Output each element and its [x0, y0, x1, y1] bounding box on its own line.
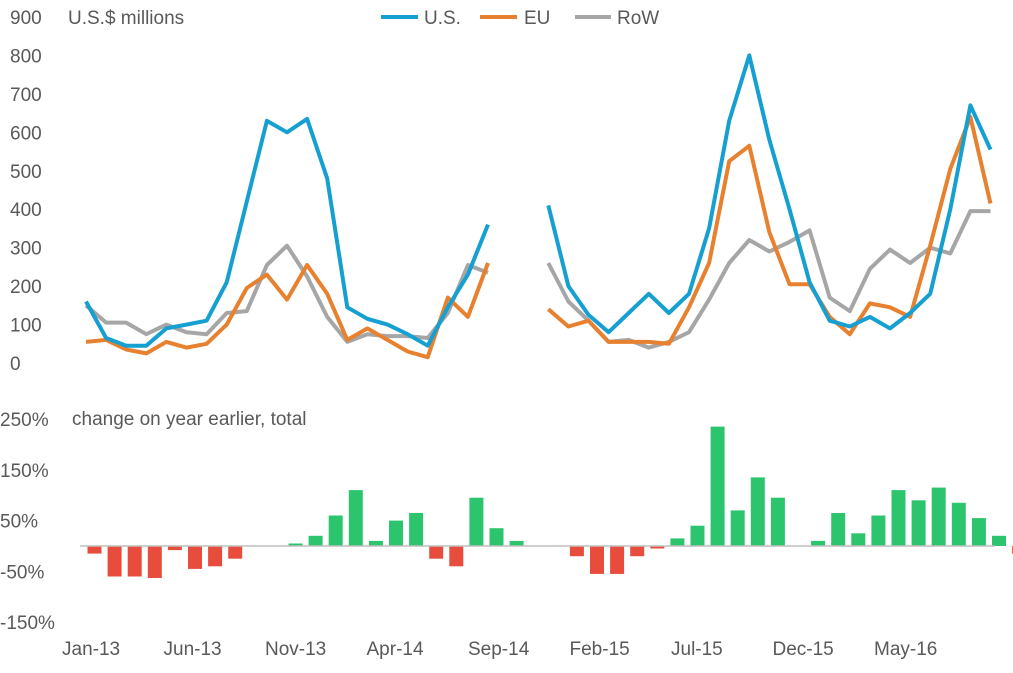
- bar: [590, 546, 604, 574]
- bar: [147, 546, 162, 578]
- top-y-tick-label: 200: [10, 277, 42, 298]
- bar: [690, 525, 705, 546]
- bar: [710, 426, 725, 546]
- bar: [107, 546, 122, 577]
- legend-label-eu: EU: [524, 8, 550, 29]
- legend-label-row: RoW: [617, 8, 659, 29]
- bar: [308, 535, 323, 546]
- bar: [971, 518, 986, 546]
- bar: [670, 538, 685, 546]
- x-tick-label: May-16: [874, 639, 937, 660]
- bar: [429, 546, 444, 559]
- top-y-tick-label: 400: [10, 200, 42, 221]
- bar: [469, 497, 484, 546]
- x-tick-label: Sep-14: [468, 639, 530, 660]
- bar: [750, 477, 765, 546]
- x-tick-label: Nov-13: [265, 639, 326, 660]
- bar: [610, 546, 625, 574]
- bar: [449, 546, 464, 567]
- bottom-y-tick-label: 150%: [0, 461, 49, 482]
- bar: [409, 513, 424, 546]
- bottom-y-tick-label: -50%: [0, 562, 44, 583]
- bar: [851, 533, 866, 546]
- x-axis: Jan-13 Jun-13 Nov-13 Apr-14 Sep-14 Feb-15 Jul-…: [62, 639, 937, 660]
- series-line-us: [84, 53, 993, 348]
- bottom-chart-title: change on year earlier, total: [72, 409, 307, 430]
- top-y-axis: 0 100 200 300 400 500 600 700 800 900: [10, 8, 42, 375]
- top-lines: [84, 53, 993, 360]
- bar: [951, 502, 966, 546]
- top-chart-title: U.S.$ millions: [68, 8, 184, 29]
- bar: [650, 546, 665, 549]
- top-y-tick-label: 900: [10, 8, 42, 29]
- bottom-y-tick-label: -150%: [0, 613, 55, 634]
- x-tick-label: Dec-15: [773, 639, 834, 660]
- x-tick-label: Feb-15: [570, 639, 630, 660]
- bottom-y-tick-label: 50%: [0, 512, 38, 533]
- legend-label-us: U.S.: [424, 8, 461, 29]
- bar: [228, 546, 243, 559]
- bar: [911, 500, 926, 546]
- top-y-tick-label: 700: [10, 85, 42, 106]
- legend: U.S. EU RoW: [381, 8, 659, 29]
- x-tick-label: Jun-13: [164, 639, 222, 660]
- bar: [891, 490, 906, 546]
- top-y-tick-label: 300: [10, 239, 42, 260]
- bar: [368, 540, 383, 546]
- bar: [509, 540, 524, 546]
- bar: [208, 546, 223, 567]
- bar: [569, 546, 584, 557]
- bar: [328, 515, 343, 546]
- bar: [87, 546, 102, 554]
- bar: [831, 513, 846, 546]
- bar: [489, 528, 504, 546]
- bar: [167, 546, 182, 551]
- bar: [630, 546, 645, 557]
- bar: [992, 535, 1006, 546]
- top-y-tick-label: 600: [10, 123, 42, 144]
- bar: [188, 546, 202, 569]
- top-y-tick-label: 800: [10, 46, 42, 67]
- bar: [348, 490, 363, 546]
- bottom-y-axis: 250% 150% 50% -50% -150%: [0, 410, 55, 634]
- bar: [811, 540, 826, 546]
- top-y-tick-label: 500: [10, 162, 42, 183]
- bar: [770, 497, 785, 546]
- bar: [288, 543, 303, 546]
- bar: [730, 510, 745, 546]
- x-tick-label: Apr-14: [367, 639, 424, 660]
- top-y-tick-label: 100: [10, 316, 42, 337]
- bar: [127, 546, 142, 577]
- bar: [871, 515, 886, 546]
- bar: [389, 520, 403, 546]
- x-tick-label: Jan-13: [62, 639, 120, 660]
- bottom-y-tick-label: 250%: [0, 410, 49, 431]
- series-line-eu: [85, 115, 993, 360]
- bar: [931, 487, 946, 546]
- top-y-tick-label: 0: [10, 354, 21, 375]
- bottom-bars: [87, 426, 1013, 578]
- x-tick-label: Jul-15: [671, 639, 723, 660]
